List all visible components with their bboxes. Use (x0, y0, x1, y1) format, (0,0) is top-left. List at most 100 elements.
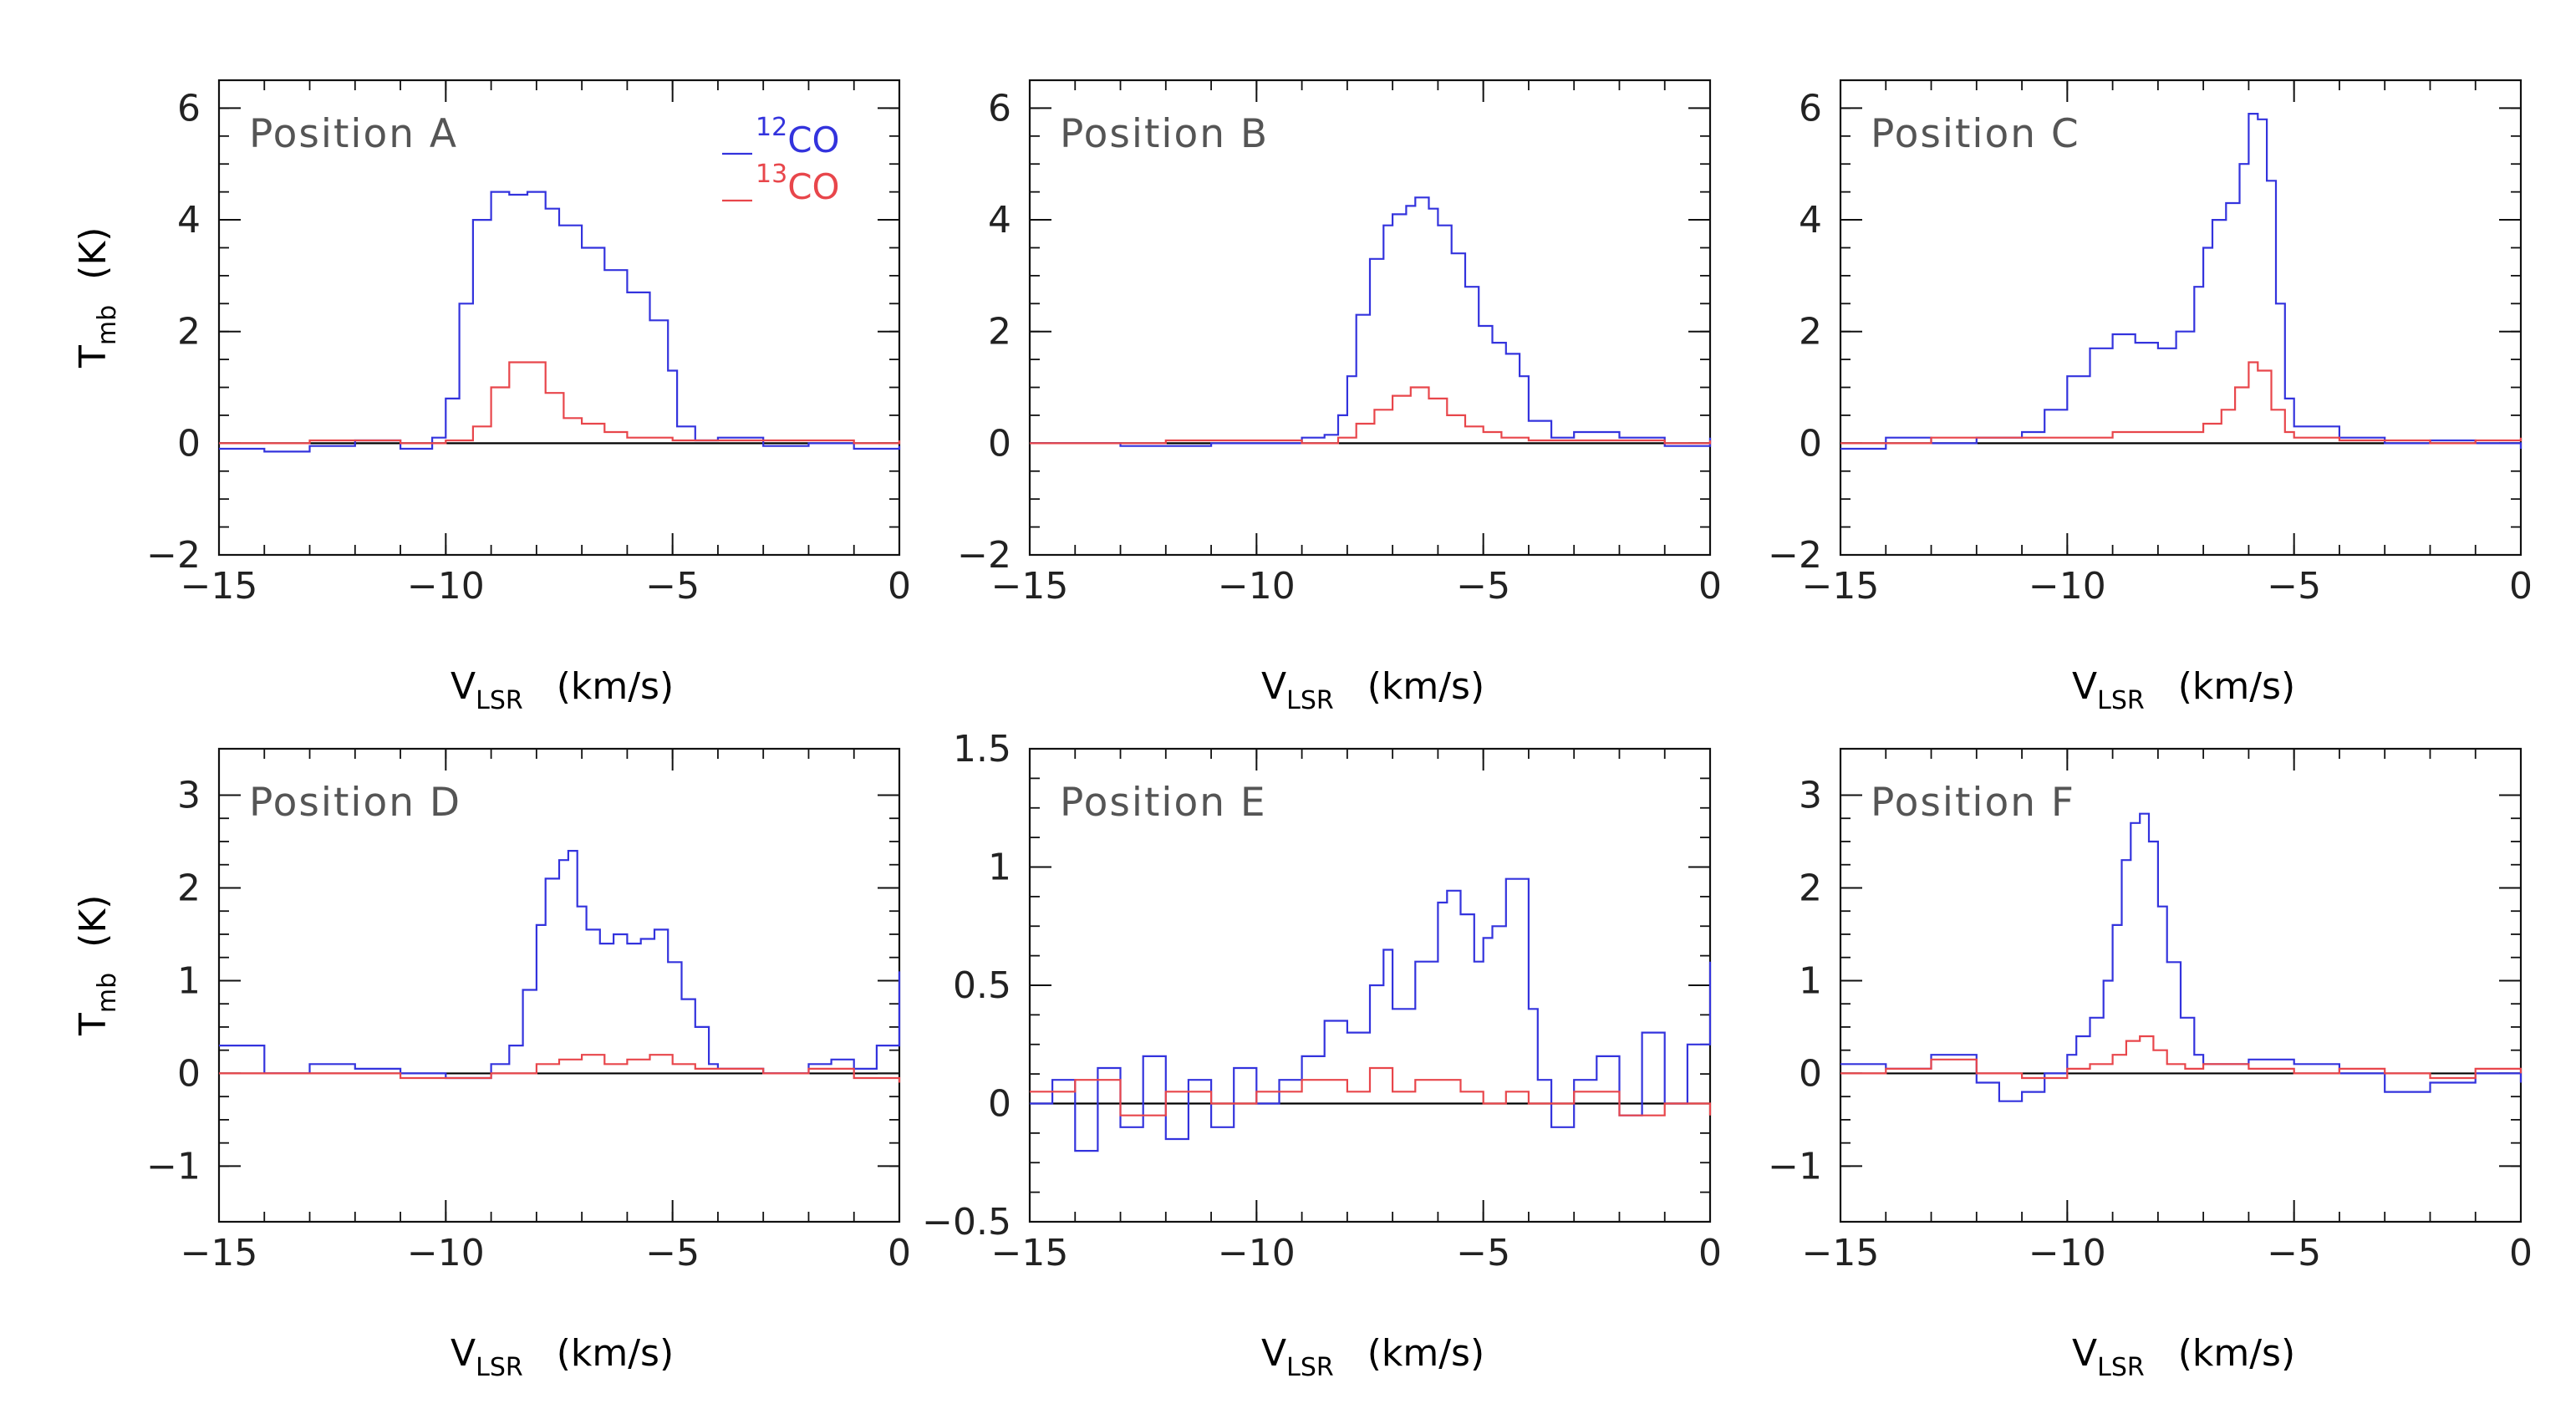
panel-position-b: −15 −10 −5 0 −2 0 2 4 6 Position B VLSR (km/s) (957, 79, 1722, 715)
x-axis-title-sub: LSR (2097, 686, 2145, 715)
x-axis-title: VLSR (km/s) (451, 1332, 674, 1382)
y-axis-title-main: T (72, 345, 115, 369)
y-tick-label: −2 (146, 534, 201, 577)
y-axis-title-units: (K) (72, 227, 115, 280)
y-tick-label: 1 (1799, 959, 1822, 1002)
plot-frame (217, 79, 901, 557)
x-tick-label: −15 (991, 1232, 1069, 1274)
panel-position-e: −15 −10 −5 0 −0.5 0 0.5 1 1.5 Position E VLSR (km/s… (922, 728, 1722, 1382)
y-axis-title: Tmb (K) (72, 895, 122, 1036)
y-tick-label: 0 (988, 422, 1011, 465)
y-tick-label: 0 (1799, 1052, 1822, 1095)
y-tick-label: −0.5 (922, 1201, 1011, 1244)
plot-frame (1839, 747, 2523, 1223)
y-axis-title: Tmb (K) (72, 227, 122, 369)
x-axis-title-main: V (1261, 665, 1286, 708)
y-axis-title-main: T (72, 1013, 115, 1036)
x-axis-title-main: V (451, 1332, 476, 1375)
series-line-12co (1030, 196, 1712, 447)
legend-text: CO (787, 166, 839, 207)
x-axis-title-main: V (451, 665, 476, 708)
panel-position-a: −15 −10 −5 0 −2 0 2 4 6 Position A VLSR (km/s) Tmb (K… (72, 79, 911, 715)
x-tick-label: 0 (2509, 565, 2533, 608)
legend-label-12co: 12CO (756, 113, 840, 160)
x-axis-title-units: (km/s) (557, 665, 674, 708)
x-axis-title: VLSR (km/s) (1261, 665, 1484, 715)
y-tick-label: 6 (177, 87, 201, 130)
legend-label-13co: 13CO (756, 160, 840, 207)
x-axis-title-sub: LSR (1286, 1353, 1334, 1382)
x-axis-title-units: (km/s) (1367, 665, 1484, 708)
x-tick-label: 0 (888, 1232, 911, 1274)
y-tick-label: 1 (988, 847, 1011, 889)
y-tick-label: 4 (177, 199, 201, 242)
y-tick-label: 0 (988, 1083, 1011, 1126)
y-tick-label: 2 (177, 311, 201, 353)
series-line-12co (1030, 877, 1712, 1152)
y-tick-label: 0 (177, 1052, 201, 1095)
x-tick-label: −10 (1218, 1232, 1296, 1274)
x-tick-label: −15 (1802, 565, 1880, 608)
y-tick-label: 2 (1799, 867, 1822, 909)
y-axis-title-units: (K) (72, 895, 115, 948)
x-axis-title-sub: LSR (476, 1353, 523, 1382)
legend-sup: 13 (756, 160, 787, 189)
x-tick-label: −10 (407, 565, 485, 608)
x-tick-label: −5 (2267, 1232, 2321, 1274)
y-tick-label: 1 (177, 959, 201, 1002)
x-tick-label: −5 (1456, 565, 1510, 608)
y-tick-label: 3 (177, 774, 201, 816)
x-tick-label: 0 (888, 565, 911, 608)
x-tick-label: −5 (2267, 565, 2321, 608)
panel-title: Position B (1060, 111, 1269, 157)
y-tick-label: 4 (988, 199, 1011, 242)
series-line-13co (219, 1054, 901, 1083)
x-axis-title-main: V (2072, 1332, 2097, 1375)
y-tick-label: −2 (957, 534, 1011, 577)
series-line-13co (1030, 386, 1712, 445)
y-tick-label: −1 (1768, 1145, 1822, 1188)
plot-frame (1839, 79, 2523, 557)
y-tick-label: −2 (1768, 534, 1822, 577)
series-line-12co (1840, 812, 2523, 1102)
x-tick-label: −5 (1456, 1232, 1510, 1274)
x-axis-title: VLSR (km/s) (451, 665, 674, 715)
x-tick-label: 0 (1698, 565, 1722, 608)
y-tick-label: 0.5 (953, 964, 1011, 1007)
x-axis-title-sub: LSR (1286, 686, 1334, 715)
series-line-12co (1840, 113, 2523, 450)
x-axis-title: VLSR (km/s) (1261, 1332, 1484, 1382)
x-tick-label: −10 (2029, 1232, 2106, 1274)
x-axis-title-units: (km/s) (1367, 1332, 1484, 1375)
x-tick-label: 0 (1698, 1232, 1722, 1274)
panel-title: Position C (1871, 111, 2080, 157)
x-tick-label: −15 (1802, 1232, 1880, 1274)
x-tick-label: −15 (181, 1232, 258, 1274)
x-axis-title: VLSR (km/s) (2072, 1332, 2295, 1382)
x-tick-label: −15 (181, 565, 258, 608)
x-tick-label: −10 (2029, 565, 2106, 608)
x-tick-label: −10 (407, 1232, 485, 1274)
panel-title: Position F (1871, 780, 2075, 826)
panel-title: Position E (1060, 780, 1267, 826)
y-tick-label: 1.5 (953, 728, 1011, 771)
x-axis-title-main: V (1261, 1332, 1286, 1375)
x-axis-title: VLSR (km/s) (2072, 665, 2295, 715)
y-tick-label: −1 (146, 1145, 201, 1188)
y-tick-label: 0 (1799, 422, 1822, 465)
y-tick-label: 2 (988, 311, 1011, 353)
x-axis-title-main: V (2072, 665, 2097, 708)
y-axis-title-sub: mb (93, 973, 122, 1013)
y-tick-label: 6 (1799, 87, 1822, 130)
series-line-13co (219, 361, 901, 445)
x-axis-title-sub: LSR (476, 686, 523, 715)
series-line-13co (1840, 361, 2523, 445)
x-tick-label: 0 (2509, 1232, 2533, 1274)
x-tick-label: −15 (991, 565, 1069, 608)
panel-title: Position D (249, 780, 461, 826)
series-line-12co (219, 191, 901, 453)
x-tick-label: −5 (645, 1232, 700, 1274)
